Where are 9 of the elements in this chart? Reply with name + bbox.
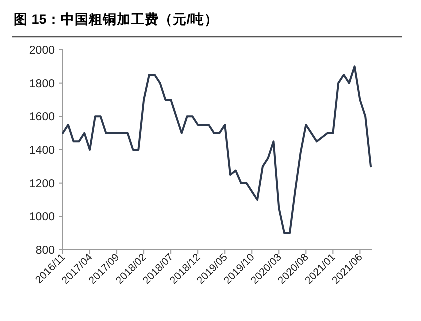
y-tick-label: 800	[36, 245, 55, 257]
y-tick-label: 1400	[29, 145, 55, 157]
y-tick-label: 1200	[29, 178, 55, 190]
y-tick-label: 1800	[29, 78, 55, 90]
chart-title: 图 15：中国粗铜加工费（元/吨）	[14, 12, 219, 27]
y-tick-label: 1600	[29, 112, 55, 124]
y-tick-label: 1000	[29, 212, 55, 224]
line-series	[62, 66, 372, 234]
y-tick-label: 2000	[29, 45, 55, 57]
